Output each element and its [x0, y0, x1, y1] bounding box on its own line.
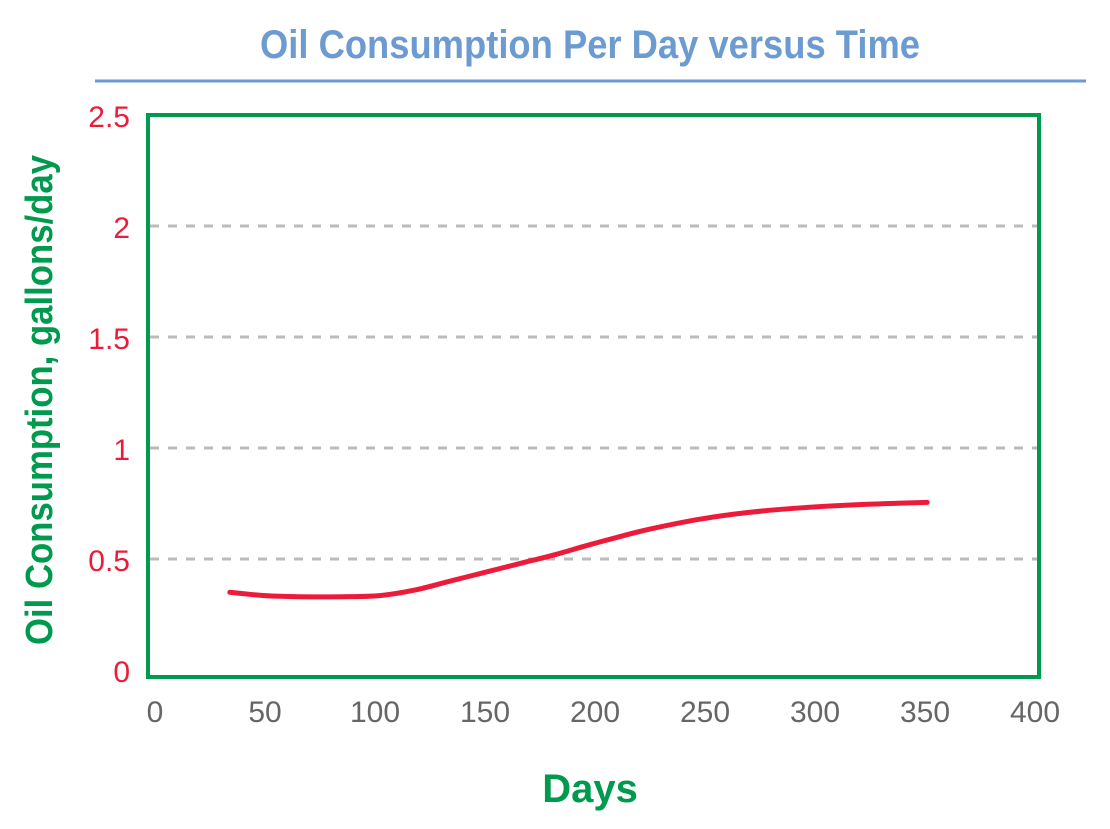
x-tick-label: 100: [350, 696, 400, 729]
chart-title: Oil Consumption Per Day versus Time: [260, 23, 920, 67]
x-tick-label: 300: [790, 696, 840, 729]
y-tick-label: 2.5: [88, 101, 130, 134]
y-tick-label: 2: [113, 212, 130, 245]
y-tick-label: 0: [113, 656, 130, 689]
x-tick-label: 0: [147, 696, 164, 729]
y-tick-label: 1.5: [88, 323, 130, 356]
x-axis-label: Days: [542, 767, 638, 811]
series-line: [227, 499, 930, 600]
x-tick-label: 50: [248, 696, 281, 729]
y-tick-label: 1: [113, 434, 130, 467]
x-tick-label: 200: [570, 696, 620, 729]
y-tick-label: 0.5: [88, 545, 130, 578]
x-tick-label: 250: [680, 696, 730, 729]
x-tick-label: 150: [460, 696, 510, 729]
x-tick-label: 350: [900, 696, 950, 729]
plot-frame: [146, 113, 1041, 679]
x-tick-label: 400: [1010, 696, 1060, 729]
y-axis-label: Oil Consumption, gallons/day: [19, 155, 61, 645]
